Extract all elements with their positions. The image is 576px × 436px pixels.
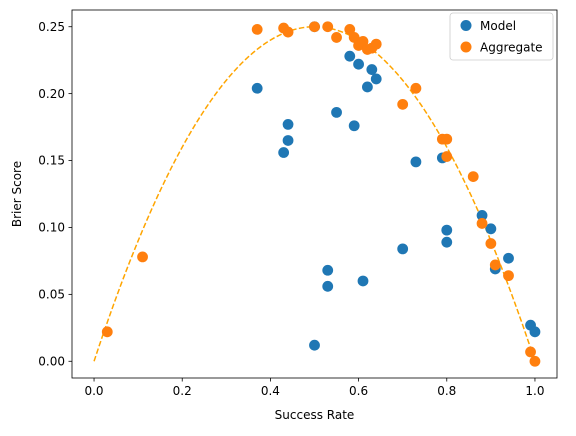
point-aggregate bbox=[441, 151, 453, 162]
point-aggregate bbox=[485, 238, 497, 249]
point-model bbox=[282, 135, 294, 146]
legend-marker-model bbox=[460, 20, 472, 31]
point-model bbox=[309, 339, 320, 351]
point-model bbox=[362, 81, 373, 93]
point-model bbox=[529, 326, 541, 338]
reference-curve-layer bbox=[93, 25, 536, 362]
point-aggregate bbox=[357, 36, 369, 47]
x-tick-label: 0.2 bbox=[173, 384, 192, 398]
x-tick-label: 1.0 bbox=[525, 384, 544, 398]
legend-label-model: Model bbox=[480, 19, 516, 33]
reference-curve bbox=[93, 25, 536, 362]
point-model bbox=[485, 223, 497, 235]
point-aggregate bbox=[331, 32, 342, 43]
y-axis-label: Brier Score bbox=[10, 161, 24, 227]
x-tick-label: 0.6 bbox=[349, 384, 368, 398]
point-model bbox=[441, 224, 453, 236]
y-tick-label: 0.00 bbox=[38, 354, 65, 368]
x-tick-label: 0.8 bbox=[437, 384, 456, 398]
legend-label-aggregate: Aggregate bbox=[480, 41, 543, 55]
point-aggregate bbox=[101, 326, 113, 338]
point-aggregate bbox=[322, 21, 334, 33]
y-tick-label: 0.25 bbox=[38, 20, 65, 34]
point-aggregate bbox=[503, 270, 514, 282]
point-model bbox=[348, 120, 360, 132]
point-aggregate bbox=[441, 133, 453, 145]
point-aggregate bbox=[137, 251, 148, 263]
series-aggregate bbox=[101, 21, 541, 367]
y-tick-label: 0.05 bbox=[38, 288, 65, 302]
point-model bbox=[410, 156, 422, 168]
x-axis-label: Success Rate bbox=[275, 408, 355, 422]
point-model bbox=[344, 50, 356, 62]
x-tick-label: 0.0 bbox=[84, 384, 103, 398]
point-model bbox=[357, 275, 369, 287]
point-aggregate bbox=[370, 38, 382, 50]
point-aggregate bbox=[529, 355, 541, 367]
point-model bbox=[503, 252, 514, 264]
point-aggregate bbox=[489, 259, 501, 271]
legend-marker-aggregate bbox=[460, 41, 472, 53]
x-tick-label: 0.4 bbox=[261, 384, 280, 398]
point-aggregate bbox=[525, 346, 536, 358]
y-axis-ticks: 0.00 0.05 0.10 0.15 0.20 0.25 bbox=[38, 20, 72, 368]
point-model bbox=[322, 264, 334, 276]
point-model bbox=[441, 236, 453, 248]
point-aggregate bbox=[410, 82, 422, 94]
point-aggregate bbox=[467, 171, 479, 183]
point-model bbox=[353, 58, 364, 70]
point-aggregate bbox=[397, 98, 409, 110]
point-model bbox=[397, 243, 409, 255]
legend-box bbox=[449, 12, 554, 61]
series-model bbox=[251, 21, 541, 351]
data-points-layer bbox=[101, 21, 541, 367]
point-aggregate bbox=[348, 32, 360, 43]
plot-frame bbox=[71, 9, 558, 379]
legend: Model Aggregate bbox=[449, 12, 554, 61]
y-tick-label: 0.20 bbox=[38, 87, 65, 101]
y-tick-label: 0.15 bbox=[38, 154, 65, 168]
point-aggregate bbox=[344, 24, 356, 35]
point-model bbox=[370, 73, 382, 85]
point-model bbox=[366, 64, 378, 75]
point-aggregate bbox=[476, 218, 488, 229]
point-model bbox=[476, 210, 488, 221]
x-axis-ticks: 0.0 0.2 0.4 0.6 0.8 1.0 bbox=[84, 378, 545, 398]
point-aggregate bbox=[309, 21, 320, 33]
point-model bbox=[278, 147, 290, 158]
point-aggregate bbox=[251, 24, 263, 35]
point-model bbox=[282, 119, 294, 130]
point-model bbox=[322, 280, 334, 292]
point-model bbox=[331, 106, 342, 118]
point-model bbox=[251, 82, 263, 94]
point-aggregate bbox=[282, 26, 294, 38]
y-tick-label: 0.10 bbox=[38, 221, 65, 235]
